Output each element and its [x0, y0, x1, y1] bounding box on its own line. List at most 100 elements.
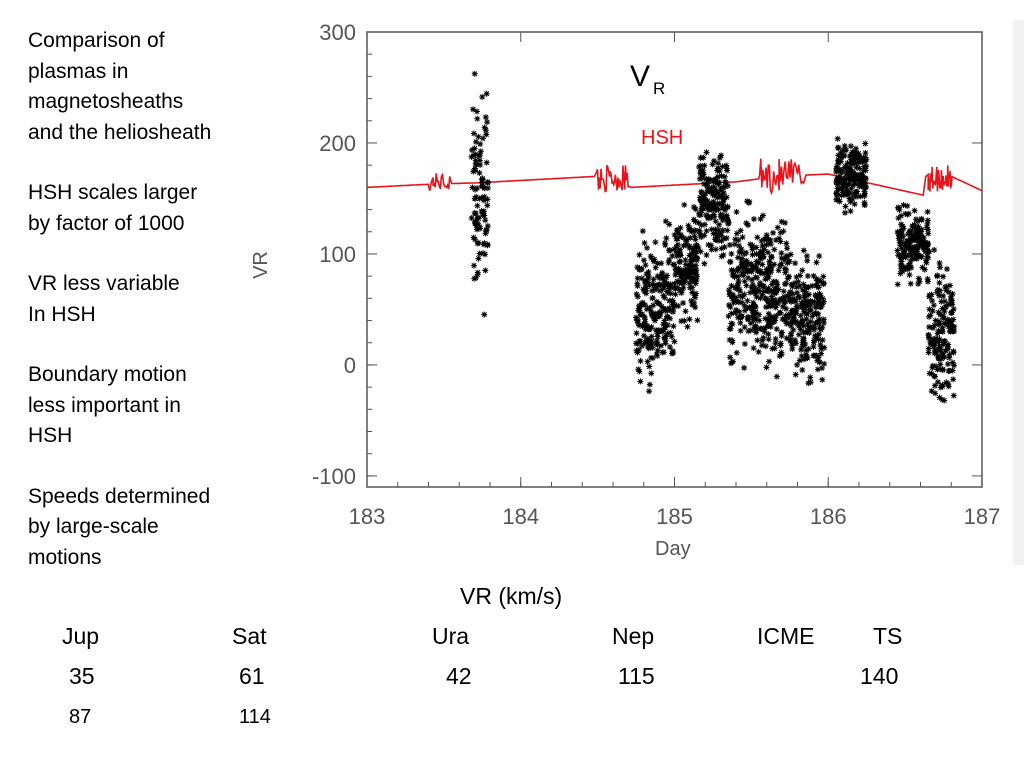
data-point	[763, 304, 770, 311]
data-point	[484, 223, 491, 230]
data-point	[809, 282, 816, 289]
data-point	[939, 324, 946, 331]
data-point	[658, 342, 665, 349]
data-point	[680, 235, 687, 242]
data-point	[666, 305, 673, 312]
data-point	[757, 255, 764, 262]
data-point	[721, 244, 728, 251]
data-point	[812, 309, 819, 316]
data-point	[819, 301, 826, 308]
data-point	[674, 227, 681, 234]
data-point	[915, 280, 922, 287]
data-point	[757, 250, 764, 257]
data-point	[648, 338, 655, 345]
data-point	[482, 267, 489, 274]
data-point	[662, 322, 669, 329]
table-header: VR (km/s)	[460, 583, 563, 609]
data-point	[728, 310, 735, 317]
data-point	[837, 149, 844, 156]
data-point	[834, 181, 841, 188]
data-point	[915, 275, 922, 282]
data-point	[670, 308, 677, 315]
data-point	[692, 294, 699, 301]
data-point	[862, 183, 869, 190]
data-point	[939, 305, 946, 312]
data-point	[748, 276, 755, 283]
data-point	[729, 295, 736, 302]
data-point	[916, 278, 923, 285]
data-point	[636, 368, 643, 375]
data-point	[805, 345, 812, 352]
data-point	[736, 308, 743, 315]
data-point	[797, 320, 804, 327]
data-point	[777, 309, 784, 316]
data-point	[751, 314, 758, 321]
data-point	[783, 240, 790, 247]
data-point	[860, 167, 867, 174]
data-point	[715, 206, 722, 213]
data-point	[935, 309, 942, 316]
data-point	[782, 298, 789, 305]
data-point	[924, 278, 931, 285]
data-point	[658, 303, 665, 310]
data-point	[633, 330, 640, 337]
note-line: Speeds determined	[28, 484, 211, 508]
data-point	[671, 246, 678, 253]
data-point	[770, 278, 777, 285]
data-point	[476, 157, 483, 164]
data-point	[849, 196, 856, 203]
data-point	[737, 314, 744, 321]
data-point	[679, 279, 686, 286]
data-point	[724, 204, 731, 211]
data-point	[905, 252, 912, 259]
data-point	[786, 258, 793, 265]
data-point	[662, 218, 669, 225]
data-point	[481, 311, 488, 318]
data-point	[910, 247, 917, 254]
data-point	[718, 152, 725, 159]
data-point	[754, 234, 761, 241]
data-point	[691, 255, 698, 262]
data-point	[733, 208, 740, 215]
data-point	[474, 185, 481, 192]
data-point	[838, 170, 845, 177]
data-point	[667, 290, 674, 297]
data-point	[842, 203, 849, 210]
data-point	[635, 307, 642, 314]
data-point	[474, 271, 481, 278]
data-point	[795, 278, 802, 285]
data-point	[847, 208, 854, 215]
data-point	[792, 371, 799, 378]
data-point	[637, 378, 644, 385]
data-point	[716, 221, 723, 228]
data-point	[479, 175, 486, 182]
data-point	[925, 230, 932, 237]
data-point	[756, 311, 763, 318]
data-point	[777, 229, 784, 236]
data-point	[729, 337, 736, 344]
data-point	[716, 200, 723, 207]
note-paragraph: HSH scales larger by factor of 1000	[28, 178, 278, 239]
data-point	[692, 262, 699, 269]
y-axis-label: VR	[250, 251, 272, 279]
data-point	[654, 330, 661, 337]
data-point	[800, 328, 807, 335]
data-point	[792, 260, 799, 267]
data-point	[927, 341, 934, 348]
data-point	[477, 161, 484, 168]
data-point	[673, 252, 680, 259]
data-point	[732, 294, 739, 301]
data-point	[913, 244, 920, 251]
data-point	[747, 289, 754, 296]
data-point	[724, 167, 731, 174]
data-point	[741, 278, 748, 285]
data-point	[938, 298, 945, 305]
data-point	[645, 279, 652, 286]
data-point	[771, 290, 778, 297]
data-point	[472, 219, 479, 226]
data-point	[926, 293, 933, 300]
data-point	[688, 277, 695, 284]
data-point	[750, 308, 757, 315]
data-point	[857, 159, 864, 166]
data-point	[689, 267, 696, 274]
